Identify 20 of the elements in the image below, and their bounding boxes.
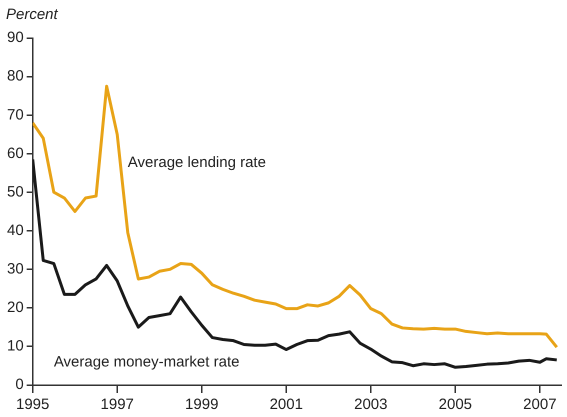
y-tick-label: 50 [6, 183, 24, 200]
y-tick-label: 60 [6, 144, 24, 162]
y-tick-label: 40 [6, 222, 24, 239]
y-tick-label: 70 [6, 106, 24, 124]
y-tick-label: 10 [6, 338, 24, 355]
x-tick-label: 2007 [523, 396, 557, 414]
y-axis-title: Percent [6, 6, 58, 23]
y-tick-label: 90 [6, 29, 24, 46]
y-tick-label: 0 [15, 376, 24, 394]
y-tick-label: 20 [6, 299, 24, 316]
series-label: Average lending rate [128, 154, 266, 172]
series-label: Average money-market rate [54, 354, 240, 371]
x-tick-label: 2001 [270, 396, 303, 414]
x-tick-label: 2005 [438, 396, 472, 414]
x-tick-label: 1995 [16, 396, 50, 414]
y-tick-label: 80 [6, 68, 24, 85]
x-tick-label: 2003 [354, 396, 388, 414]
y-tick-label: 30 [6, 260, 24, 278]
x-tick-label: 1999 [185, 396, 218, 414]
x-tick-label: 1997 [100, 396, 134, 414]
